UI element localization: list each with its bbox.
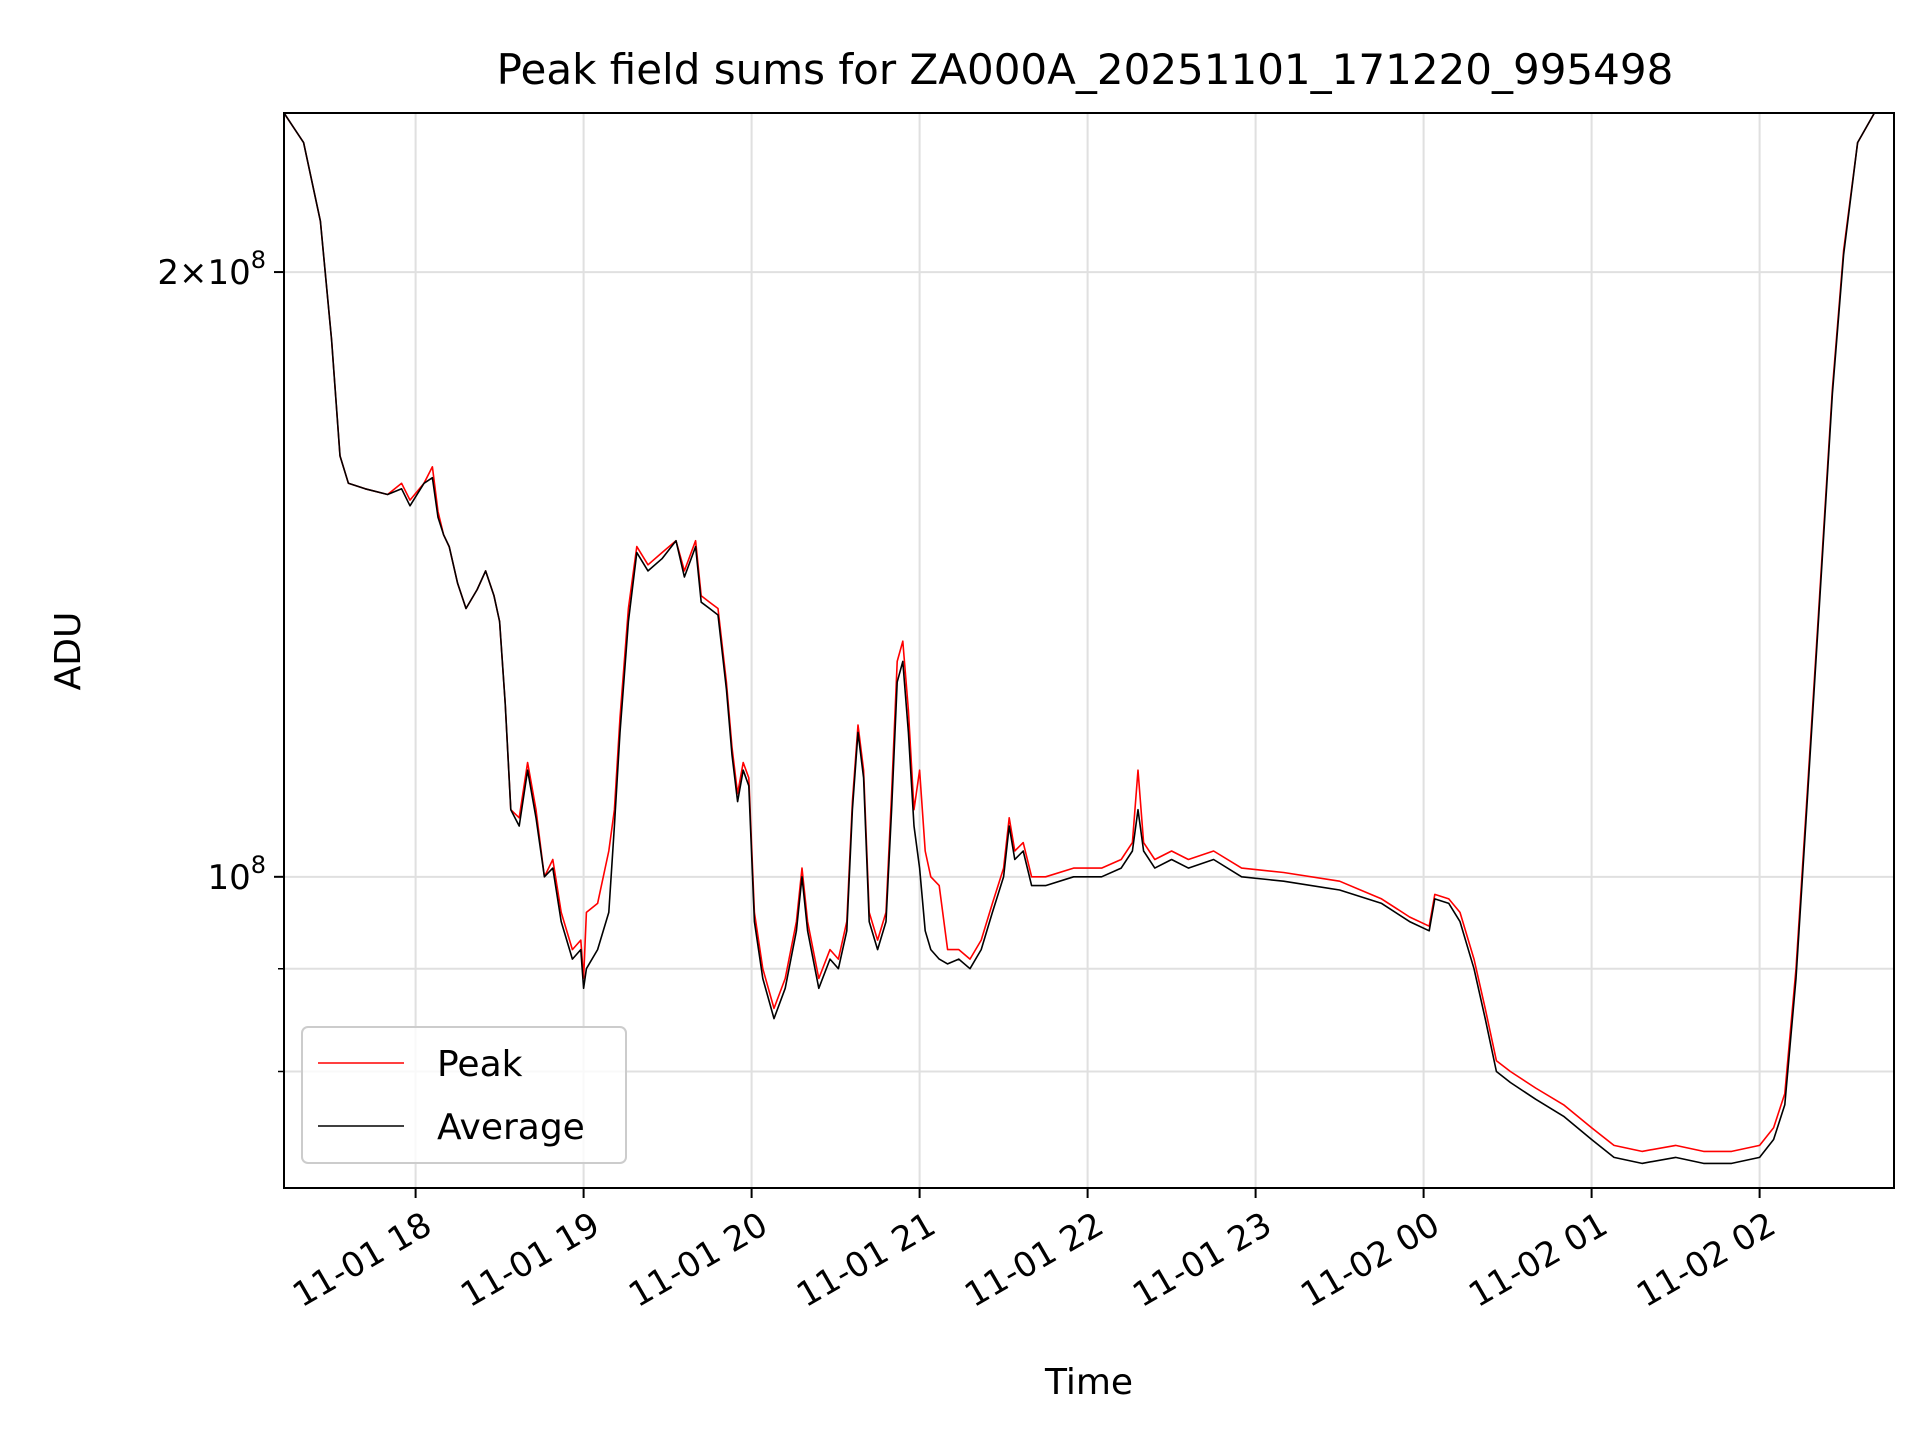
legend: Peak Average [301,1026,627,1164]
y-axis-ticks: 108 2×108 [157,246,284,1073]
y-axis-label: ADU [48,612,89,691]
series-line-average [283,112,1894,1165]
legend-label-peak: Peak [437,1044,523,1085]
legend-label-average: Average [437,1107,585,1148]
x-axis-label: Time [1044,1362,1133,1403]
legend-box [301,1026,627,1164]
y-tick-label: 108 [207,851,266,898]
plot-frame [283,112,1895,1189]
chart-title: Peak field sums for ZA000A_20251101_1712… [497,45,1674,94]
series-layer [283,112,1894,1165]
y-tick-label: 2×108 [157,246,266,293]
